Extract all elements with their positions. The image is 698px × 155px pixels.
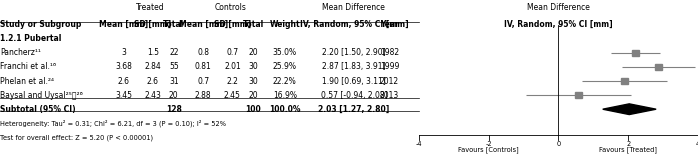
Text: 2.84: 2.84 (144, 62, 161, 71)
Text: 16.9%: 16.9% (273, 91, 297, 100)
Text: Total: Total (163, 20, 184, 29)
Text: IV, Random, 95% CI [mm]: IV, Random, 95% CI [mm] (299, 20, 408, 29)
Text: 25.9%: 25.9% (273, 62, 297, 71)
Text: 35.0%: 35.0% (273, 48, 297, 57)
Text: SD [mm]: SD [mm] (134, 20, 172, 29)
Text: IV, Random, 95% CI [mm]: IV, Random, 95% CI [mm] (504, 20, 613, 29)
Text: 2.6: 2.6 (117, 77, 130, 86)
Text: 2.01: 2.01 (224, 62, 241, 71)
Text: 22.2%: 22.2% (273, 77, 297, 86)
Text: 0.7: 0.7 (197, 77, 209, 86)
Text: 55: 55 (169, 62, 179, 71)
Text: 1.90 [0.69, 3.11]: 1.90 [0.69, 3.11] (322, 77, 386, 86)
Text: Year: Year (380, 20, 399, 29)
Text: 0.57 [-0.94, 2.08]: 0.57 [-0.94, 2.08] (320, 91, 387, 100)
Text: Baysal and Uysal²⁵，²⁶: Baysal and Uysal²⁵，²⁶ (0, 91, 83, 100)
Text: 2.2: 2.2 (226, 77, 239, 86)
Text: Phelan et al.²⁴: Phelan et al.²⁴ (0, 77, 54, 86)
Polygon shape (602, 104, 656, 115)
Text: 20: 20 (169, 91, 179, 100)
Text: 2.87 [1.83, 3.91]: 2.87 [1.83, 3.91] (322, 62, 385, 71)
Text: Heterogeneity: Tau² = 0.31; Chi² = 6.21, df = 3 (P = 0.10); I² = 52%: Heterogeneity: Tau² = 0.31; Chi² = 6.21,… (0, 120, 226, 127)
Text: 2: 2 (626, 141, 630, 147)
Text: 2.88: 2.88 (195, 91, 211, 100)
Bar (632, 50, 639, 56)
Text: SD [mm]: SD [mm] (214, 20, 251, 29)
Text: 0: 0 (556, 141, 560, 147)
Text: Mean [mm]: Mean [mm] (99, 20, 148, 29)
Text: 2.20 [1.50, 2.90]: 2.20 [1.50, 2.90] (322, 48, 386, 57)
Bar (655, 64, 662, 70)
Text: 1999: 1999 (380, 62, 399, 71)
Bar (575, 92, 582, 98)
Text: 128: 128 (166, 105, 181, 114)
Text: 30: 30 (248, 77, 258, 86)
Text: 2.03 [1.27, 2.80]: 2.03 [1.27, 2.80] (318, 105, 389, 114)
Text: Controls: Controls (214, 3, 246, 12)
Text: 0.8: 0.8 (197, 48, 209, 57)
Text: 2.45: 2.45 (224, 91, 241, 100)
Text: Pancherz¹¹: Pancherz¹¹ (0, 48, 41, 57)
Text: Weight: Weight (269, 20, 300, 29)
Text: 2.6: 2.6 (147, 77, 159, 86)
Text: 1.5: 1.5 (147, 48, 159, 57)
Text: 3: 3 (121, 48, 126, 57)
Text: Total: Total (243, 20, 264, 29)
Text: 22: 22 (169, 48, 179, 57)
Text: Favours [Controls]: Favours [Controls] (458, 147, 519, 153)
Text: 100: 100 (246, 105, 261, 114)
Text: 2013: 2013 (380, 91, 399, 100)
Text: 3.68: 3.68 (115, 62, 132, 71)
Text: Study or Subgroup: Study or Subgroup (0, 20, 82, 29)
Text: 20: 20 (248, 91, 258, 100)
Text: 20: 20 (248, 48, 258, 57)
Text: Subtotal (95% CI): Subtotal (95% CI) (0, 105, 75, 114)
Text: -4: -4 (415, 141, 422, 147)
Text: 0.7: 0.7 (226, 48, 239, 57)
Text: Test for overall effect: Z = 5.20 (P < 0.00001): Test for overall effect: Z = 5.20 (P < 0… (0, 134, 153, 141)
Bar (621, 78, 628, 84)
Text: 100.0%: 100.0% (269, 105, 301, 114)
Text: 30: 30 (248, 62, 258, 71)
Text: Mean Difference: Mean Difference (527, 3, 590, 12)
Text: 2.43: 2.43 (144, 91, 161, 100)
Text: -2: -2 (485, 141, 492, 147)
Text: 2012: 2012 (380, 77, 399, 86)
Text: Treated: Treated (136, 3, 165, 12)
Text: 1982: 1982 (380, 48, 399, 57)
Text: 0.81: 0.81 (195, 62, 211, 71)
Text: Mean Difference: Mean Difference (322, 3, 385, 12)
Text: 1.2.1 Pubertal: 1.2.1 Pubertal (0, 34, 61, 43)
Text: Franchi et al.¹⁶: Franchi et al.¹⁶ (0, 62, 56, 71)
Text: 4: 4 (696, 141, 698, 147)
Text: 3.45: 3.45 (115, 91, 132, 100)
Text: 31: 31 (169, 77, 179, 86)
Text: Mean [mm]: Mean [mm] (179, 20, 228, 29)
Text: Favours [Treated]: Favours [Treated] (599, 147, 658, 153)
